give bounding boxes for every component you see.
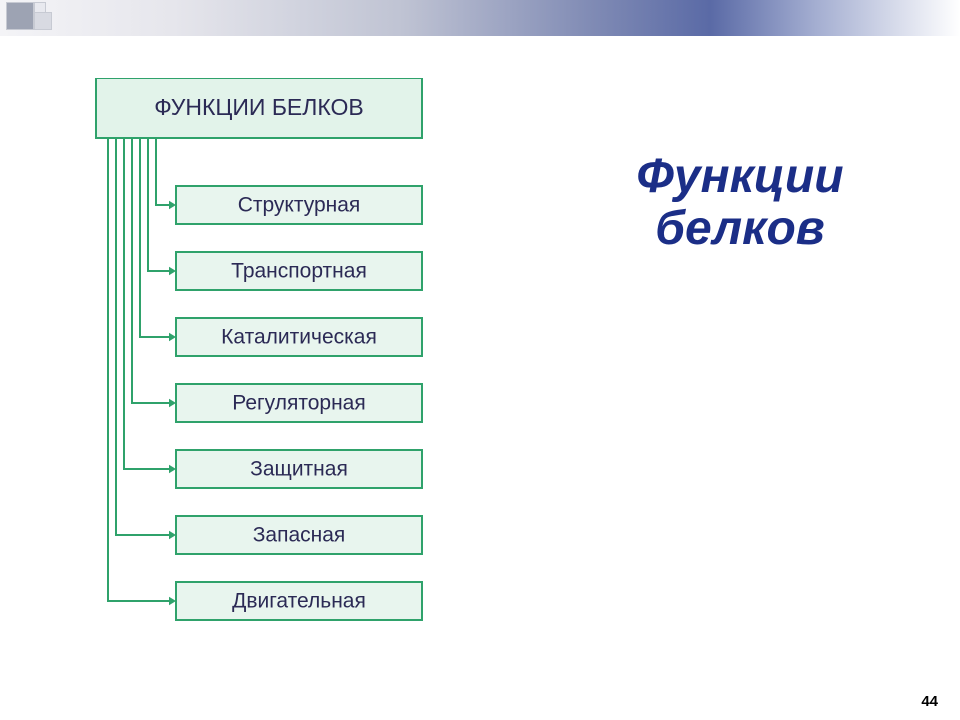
- svg-text:Двигательная: Двигательная: [232, 590, 366, 613]
- slide-heading: Функции белков: [560, 151, 920, 255]
- protein-functions-diagram: ФУНКЦИИ БЕЛКОВ Структурная Транспортная Кат…: [78, 78, 518, 678]
- svg-text:Каталитическая: Каталитическая: [221, 326, 377, 349]
- svg-text:Транспортная: Транспортная: [231, 260, 367, 283]
- slide-body: ФУНКЦИИ БЕЛКОВ Структурная Транспортная Кат…: [0, 36, 960, 720]
- corner-decor: [6, 2, 66, 38]
- slide-top-bar: [0, 0, 960, 36]
- heading-line2: белков: [655, 202, 825, 255]
- svg-text:Регуляторная: Регуляторная: [232, 392, 365, 415]
- svg-text:Запасная: Запасная: [253, 524, 346, 547]
- page-number: 44: [921, 693, 938, 710]
- heading-line1: Функции: [636, 150, 843, 203]
- svg-text:Структурная: Структурная: [238, 194, 361, 217]
- svg-text:ФУНКЦИИ БЕЛКОВ: ФУНКЦИИ БЕЛКОВ: [154, 94, 363, 120]
- svg-text:Защитная: Защитная: [250, 458, 348, 481]
